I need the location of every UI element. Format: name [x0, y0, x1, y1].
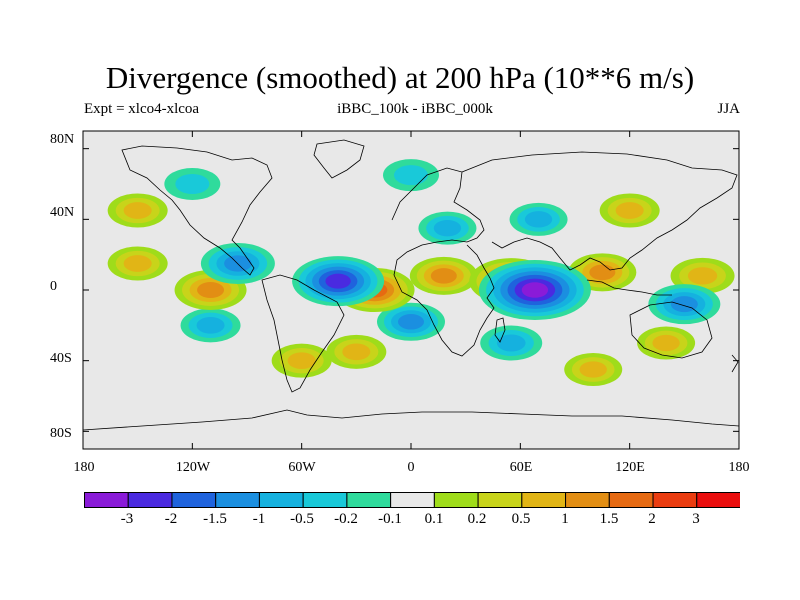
- colorbar-swatch: [302, 492, 348, 508]
- divergence-contour: [123, 255, 152, 272]
- season-label: JJA: [717, 101, 740, 117]
- divergence-contour: [687, 267, 718, 285]
- lat-label-40n: 40N: [50, 205, 75, 220]
- lon-label-60e: 60E: [509, 460, 533, 475]
- colorbar-swatch: [127, 492, 173, 508]
- divergence-contour: [398, 314, 424, 330]
- divergence-contour: [394, 165, 428, 186]
- colorbar-swatch: [521, 492, 567, 508]
- colorbar-swatch: [608, 492, 654, 508]
- divergence-contour: [287, 352, 316, 369]
- colorbar-label: 0.2: [467, 511, 487, 527]
- divergence-map: [82, 130, 740, 450]
- lat-label-80n: 80N: [50, 132, 75, 147]
- coastlines: [82, 139, 740, 431]
- lon-label-0: 0: [407, 460, 415, 475]
- coastline-north-america: [121, 145, 273, 276]
- divergence-contour: [496, 334, 526, 352]
- divergence-contour: [652, 334, 680, 352]
- colorbar-label: 3: [692, 511, 700, 527]
- colorbar: [84, 492, 740, 508]
- colorbar-swatch: [346, 492, 392, 508]
- coastline-australia: [629, 301, 713, 359]
- experiment-label: Expt = xlco4-xlcoa: [84, 101, 200, 117]
- divergence-contour: [521, 282, 549, 298]
- coastline-south-america: [261, 274, 345, 393]
- colorbar-label: -3: [120, 511, 134, 527]
- colorbar-swatch: [84, 492, 129, 508]
- axis-ticks: [82, 131, 740, 449]
- plot-title: Divergence (smoothed) at 200 hPa (10**6 …: [105, 60, 695, 95]
- colorbar-swatch: [258, 492, 304, 508]
- lon-label-180e: 180: [728, 460, 750, 475]
- colorbar-swatch: [171, 492, 217, 508]
- lon-label-120e: 120E: [615, 460, 645, 475]
- colorbar-label: -0.1: [378, 511, 402, 527]
- divergence-contour: [325, 273, 351, 289]
- colorbar-label: -0.5: [290, 511, 314, 527]
- coastline-europe-africa: [391, 167, 495, 357]
- colorbar-swatch: [696, 492, 740, 508]
- colorbar-swatch: [215, 492, 260, 508]
- divergence-contour: [589, 264, 616, 281]
- colorbar-label: 1: [561, 511, 569, 527]
- coastline-antarctica: [82, 409, 740, 431]
- colorbar-swatch: [477, 492, 523, 508]
- divergence-contour: [342, 343, 371, 361]
- colorbar-swatch: [565, 492, 610, 508]
- colorbar-swatch: [652, 492, 698, 508]
- coastline-new-zealand: [731, 354, 739, 373]
- divergence-contour: [579, 361, 607, 378]
- colorbar-swatch: [390, 492, 435, 508]
- colorbar-swatch: [433, 492, 479, 508]
- colorbar-label: -1.5: [203, 511, 227, 527]
- lat-label-0: 0: [50, 279, 57, 294]
- lon-label-180w: 180: [73, 460, 95, 475]
- colorbar-label: 0.5: [511, 511, 531, 527]
- colorbar-label: 0.1: [424, 511, 444, 527]
- lat-label-80s: 80S: [50, 426, 72, 441]
- lat-label-40s: 40S: [50, 351, 72, 366]
- coastline-madagascar: [494, 317, 506, 343]
- colorbar-label: -2: [164, 511, 178, 527]
- coastline-indonesia: [586, 279, 672, 296]
- comparison-label: iBBC_100k - iBBC_000k: [337, 101, 493, 117]
- lon-label-120w: 120W: [175, 460, 211, 475]
- divergence-contour: [175, 174, 210, 194]
- divergence-contour: [430, 268, 457, 284]
- divergence-contour: [524, 211, 553, 228]
- divergence-contour: [196, 317, 225, 334]
- lon-label-60w: 60W: [288, 460, 316, 475]
- colorbar-label: 2: [648, 511, 656, 527]
- colorbar-label: -0.2: [334, 511, 358, 527]
- coastline-asia: [461, 151, 738, 271]
- colorbar-label: 1.5: [599, 511, 619, 527]
- divergence-contour: [123, 202, 152, 219]
- divergence-contour: [433, 220, 462, 237]
- divergence-contour: [615, 202, 644, 219]
- divergence-contour: [197, 282, 225, 298]
- coastline-greenland: [313, 139, 365, 179]
- colorbar-label: -1: [252, 511, 266, 527]
